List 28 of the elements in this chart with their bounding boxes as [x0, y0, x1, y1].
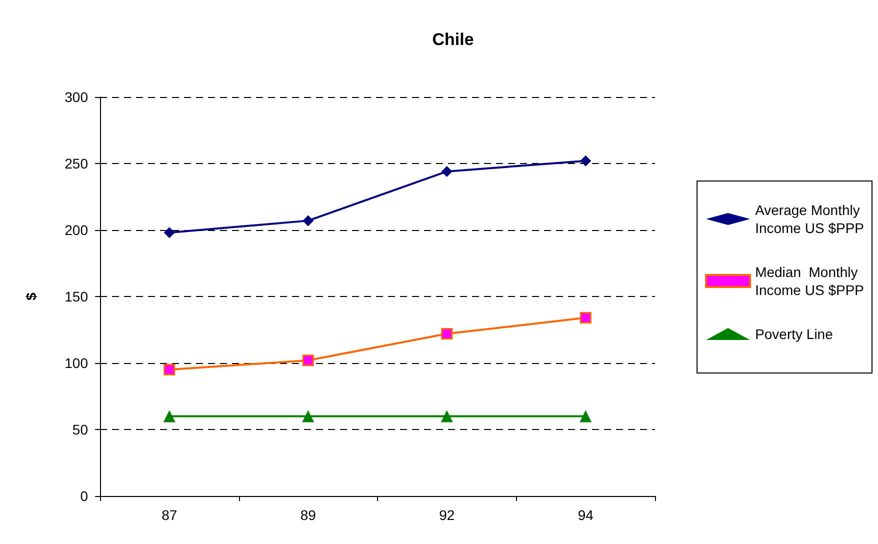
point: [580, 155, 592, 166]
point: [302, 215, 314, 226]
x-tick-label: 87: [162, 507, 178, 523]
point: [441, 328, 453, 340]
y-tick-label: 300: [64, 89, 88, 105]
point: [164, 227, 175, 238]
y-tick-label: 250: [64, 156, 88, 172]
point: [164, 364, 176, 376]
point: [580, 410, 592, 422]
y-tick-label: 200: [64, 222, 88, 238]
y-tick-label: 100: [64, 355, 88, 371]
y-axis-title: $: [23, 292, 39, 300]
y-tick-label: 0: [80, 488, 88, 504]
point: [163, 410, 176, 422]
legend-label: Median Monthly Income US $PPP: [755, 264, 864, 298]
y-tick-label: 150: [64, 288, 88, 304]
point: [302, 410, 314, 422]
point: [441, 166, 452, 177]
point: [440, 410, 453, 422]
x-tick-label: 94: [578, 507, 594, 523]
point: [302, 354, 314, 366]
x-tick-label: 92: [439, 507, 455, 523]
x-tick-label: 89: [300, 507, 316, 523]
chart-title: Chile: [432, 30, 474, 49]
legend-label: Average Monthly Income US $PPP: [755, 202, 864, 236]
legend-label: Poverty Line: [755, 326, 834, 342]
y-tick-label: 50: [72, 422, 88, 438]
point: [580, 312, 592, 324]
